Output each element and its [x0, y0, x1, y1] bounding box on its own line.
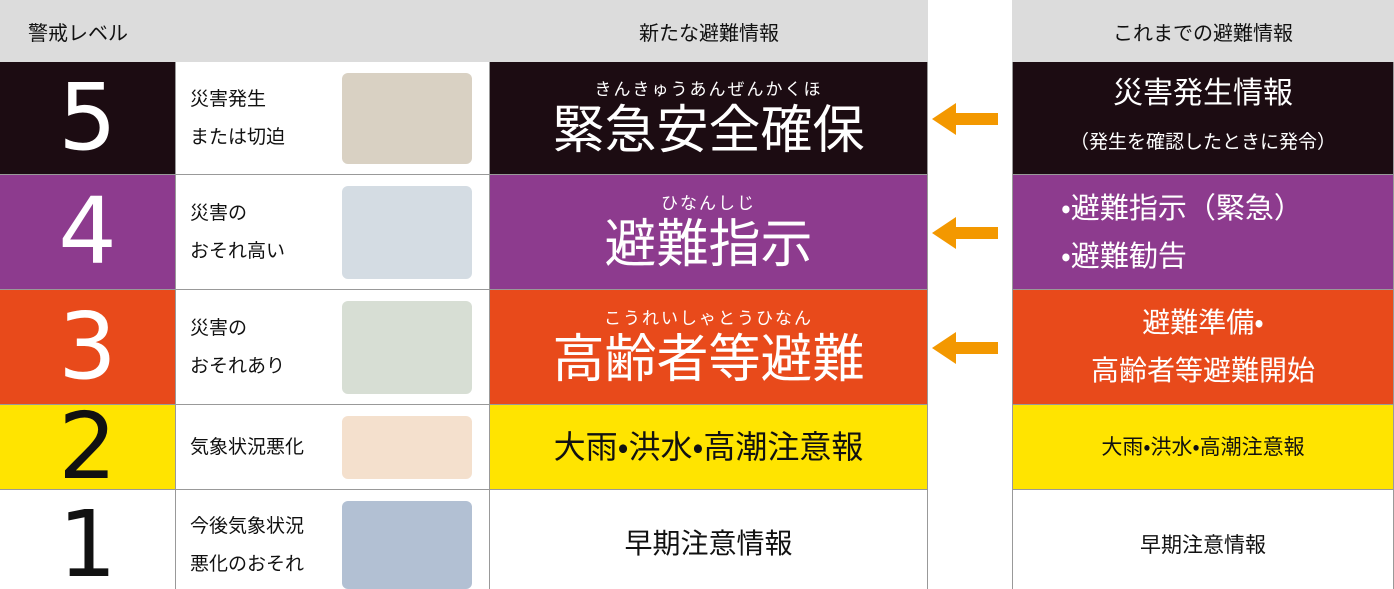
old-info: 早期注意情報	[1140, 532, 1266, 557]
new-info: 緊急安全確保	[552, 100, 865, 161]
level-cell: 5	[0, 62, 175, 175]
old-info: 大雨・洪水・高潮注意報	[1101, 435, 1305, 459]
new-info-cell: こうれいしゃとうひなん 高齢者等避難	[490, 290, 928, 405]
illustration	[342, 415, 472, 479]
situation-text: 悪化のおそれ	[190, 552, 305, 575]
illustration-cell	[325, 490, 490, 589]
illustration	[342, 500, 472, 589]
new-info: 大雨・洪水・高潮注意報	[553, 427, 864, 466]
old-info-cell: 災害発生情報 （発生を確認したときに発令）	[1012, 62, 1394, 175]
situation-cell: 災害発生 または切迫	[175, 62, 325, 175]
situation-text: 災害の	[190, 202, 248, 224]
new-info: 避難指示	[604, 214, 813, 275]
illustration	[342, 72, 472, 164]
level-number: 4	[58, 178, 117, 285]
situation-cell: 災害の おそれあり	[175, 290, 325, 405]
ruby: きんきゅうあんぜんかくほ	[594, 79, 823, 100]
illustration-cell	[325, 62, 490, 175]
situation-text: おそれあり	[190, 355, 286, 377]
illustration-cell	[325, 290, 490, 405]
situation-text: 災害発生	[190, 88, 267, 110]
new-info-cell: ひなんしじ 避難指示	[490, 175, 928, 290]
header-text: 新たな避難情報	[639, 20, 779, 45]
new-info-cell: 大雨・洪水・高潮注意報	[490, 405, 928, 490]
header-new: 新たな避難情報	[490, 0, 928, 62]
level-number: 3	[58, 293, 117, 400]
header-text: 警戒レベル	[28, 20, 128, 45]
level-cell: 1	[0, 490, 175, 589]
level-number: 5	[58, 64, 117, 171]
old-info-cell: ・避難指示（緊急） ・避難勧告	[1012, 175, 1394, 290]
situation-cell: 災害の おそれ高い	[175, 175, 325, 290]
old-info-cell: 大雨・洪水・高潮注意報	[1012, 405, 1394, 490]
arrow	[932, 102, 998, 135]
header-level: 警戒レベル	[0, 0, 490, 62]
level-cell: 4	[0, 175, 175, 290]
arrow	[932, 331, 998, 364]
situation-text: または切迫	[190, 126, 286, 148]
situation-cell: 気象状況悪化	[175, 405, 325, 490]
old-info: （発生を確認したときに発令）	[1069, 131, 1336, 153]
old-info: 避難準備・	[1142, 306, 1264, 339]
illustration-cell	[325, 175, 490, 290]
ruby: こうれいしゃとうひなん	[604, 308, 813, 329]
header-old: これまでの避難情報	[1012, 0, 1394, 62]
ruby: ひなんしじ	[661, 193, 756, 214]
level-cell: 2	[0, 401, 175, 493]
situation-cell: 今後気象状況 悪化のおそれ	[175, 490, 325, 589]
old-info: 災害発生情報	[1113, 76, 1293, 111]
level-cell: 3	[0, 290, 175, 405]
situation-text: 今後気象状況	[190, 514, 305, 537]
arrow	[932, 216, 998, 249]
new-info-cell: きんきゅうあんぜんかくほ 緊急安全確保	[490, 62, 928, 175]
situation-text: おそれ高い	[190, 240, 286, 262]
illustration	[342, 185, 472, 279]
level-number: 2	[58, 393, 117, 500]
old-info: ・避難指示（緊急）	[1061, 191, 1303, 225]
header-text: これまでの避難情報	[1113, 20, 1293, 45]
old-info-cell: 避難準備・高齢者等避難開始	[1012, 290, 1394, 405]
old-info: 高齢者等避難開始	[1090, 354, 1315, 387]
illustration-cell	[325, 405, 490, 490]
old-info-cell: 早期注意情報	[1012, 490, 1394, 589]
new-info-cell: 早期注意情報	[490, 490, 928, 589]
new-info: 高齢者等避難	[552, 329, 865, 390]
illustration	[342, 300, 472, 394]
situation-text: 気象状況悪化	[190, 436, 305, 458]
old-info: ・避難勧告	[1061, 239, 1187, 273]
new-info: 早期注意情報	[624, 527, 793, 561]
situation-text: 災害の	[190, 317, 248, 339]
level-number: 1	[58, 490, 117, 589]
